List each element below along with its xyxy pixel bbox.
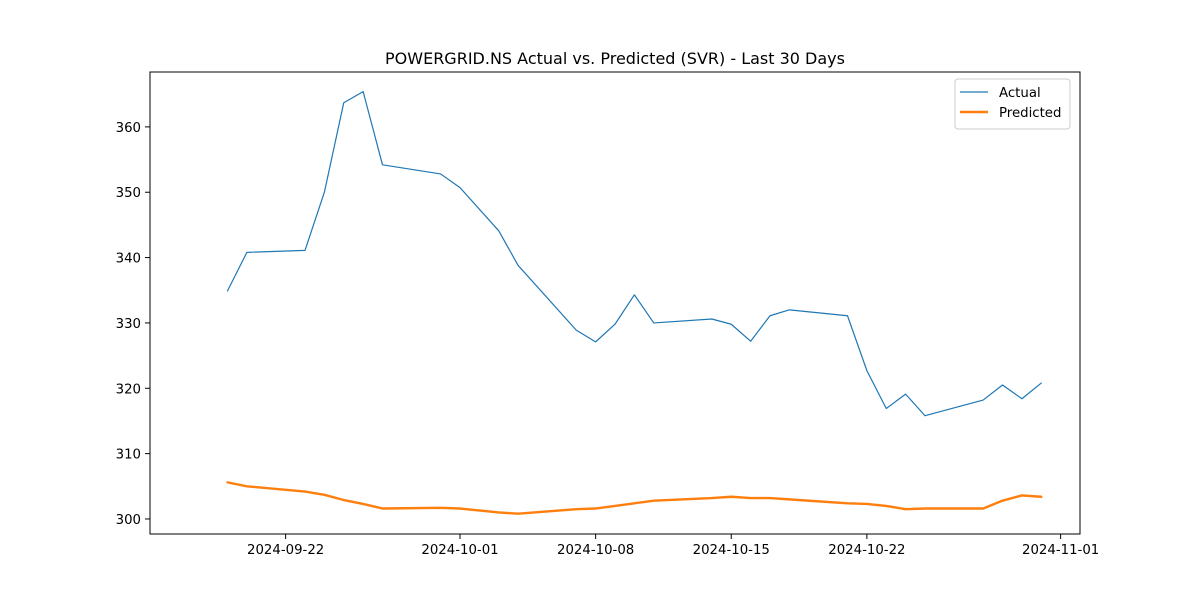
y-axis: 300 310 320 330 340 350 360: [116, 121, 150, 528]
x-tick-label: 2024-10-22: [828, 543, 905, 558]
x-tick-label: 2024-10-08: [557, 543, 634, 558]
x-axis: 2024-09-22 2024-10-01 2024-10-08 2024-10-15…: [247, 534, 1099, 558]
series-predicted: [226, 481, 1043, 515]
legend: Actual Predicted: [954, 78, 1071, 130]
series-line-predicted: [226, 481, 1043, 515]
x-tick-label: 2024-09-22: [247, 543, 324, 558]
chart-title: POWERGRID.NS Actual vs. Predicted (SVR) …: [385, 49, 845, 68]
series-actual: [226, 90, 1042, 417]
plot-area: [226, 90, 1043, 515]
series-line-actual: [226, 90, 1042, 417]
axes-frame: [149, 71, 1081, 535]
y-tick-label: 340: [116, 252, 141, 267]
x-tick-label: 2024-10-15: [693, 543, 770, 558]
legend-label-actual: Actual: [999, 86, 1041, 101]
legend-label-predicted: Predicted: [999, 106, 1061, 121]
y-tick-label: 310: [116, 448, 141, 463]
x-tick-label: 2024-11-01: [1022, 543, 1099, 558]
x-tick-label: 2024-10-01: [421, 543, 498, 558]
y-tick-label: 350: [116, 186, 141, 201]
y-tick-label: 300: [116, 513, 141, 528]
y-tick-label: 320: [116, 382, 141, 397]
y-tick-label: 360: [116, 121, 141, 136]
y-tick-label: 330: [116, 317, 141, 332]
